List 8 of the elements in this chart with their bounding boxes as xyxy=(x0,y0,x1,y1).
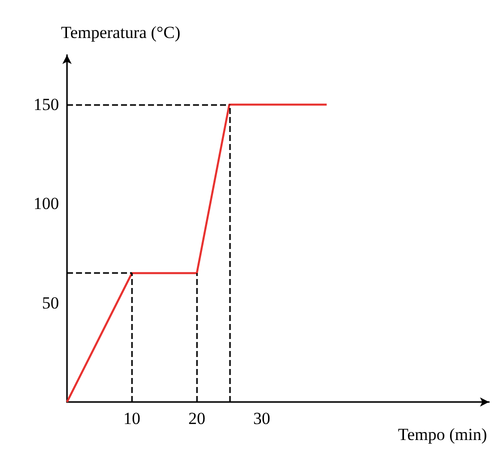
y-tick-label: 150 xyxy=(34,95,59,114)
y-axis-title: Temperatura (°C) xyxy=(61,23,180,42)
x-tick-label: 30 xyxy=(253,409,270,428)
x-tick-label: 20 xyxy=(188,409,206,428)
x-axis-title: Tempo (min) xyxy=(398,425,487,444)
y-tick-label: 100 xyxy=(34,194,59,214)
y-tick-label: 50 xyxy=(42,293,59,312)
x-tick-label: 10 xyxy=(123,409,140,428)
